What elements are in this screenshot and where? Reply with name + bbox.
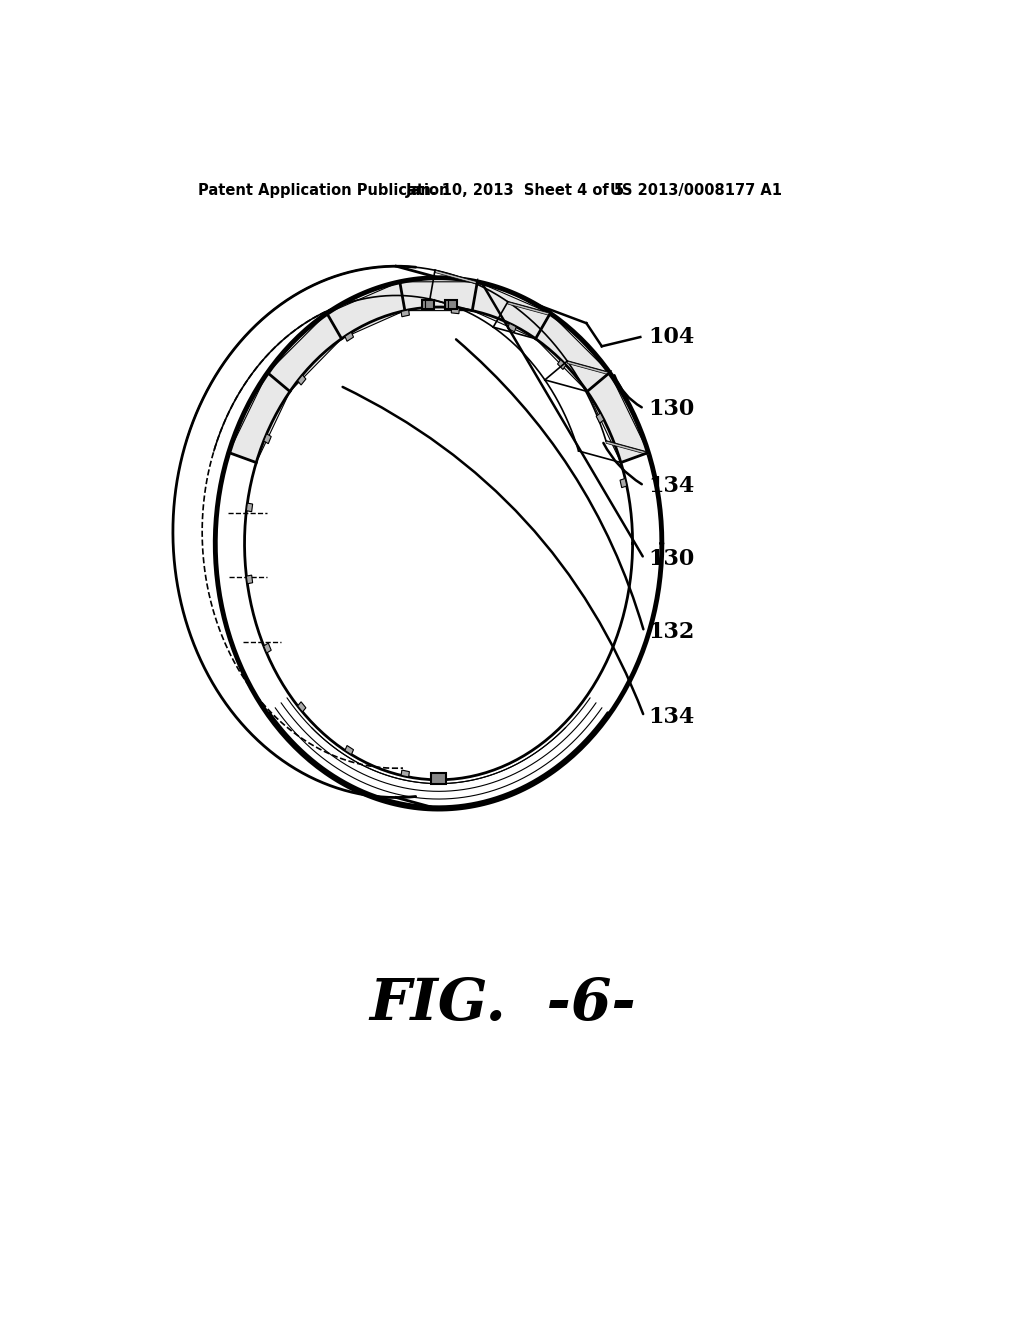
Polygon shape (267, 313, 342, 392)
Polygon shape (264, 434, 271, 444)
Bar (422, 300, 434, 309)
Text: Patent Application Publication: Patent Application Publication (199, 183, 450, 198)
Polygon shape (557, 359, 566, 370)
Polygon shape (247, 576, 253, 583)
Text: 130: 130 (648, 548, 694, 570)
Bar (444, 300, 457, 309)
Polygon shape (508, 302, 550, 315)
Polygon shape (327, 281, 404, 339)
Text: FIG.  -6-: FIG. -6- (370, 975, 636, 1032)
Polygon shape (472, 281, 550, 339)
Polygon shape (508, 323, 516, 331)
Bar (431, 774, 446, 784)
Polygon shape (536, 313, 609, 392)
Polygon shape (298, 702, 306, 711)
Polygon shape (452, 308, 460, 314)
Polygon shape (345, 746, 353, 755)
Text: US 2013/0008177 A1: US 2013/0008177 A1 (609, 183, 781, 198)
Text: 104: 104 (648, 326, 694, 348)
Polygon shape (596, 413, 604, 424)
Polygon shape (401, 310, 410, 317)
Text: 130: 130 (648, 397, 694, 420)
Polygon shape (264, 643, 271, 653)
Polygon shape (621, 478, 627, 487)
Polygon shape (399, 281, 477, 310)
Polygon shape (228, 372, 290, 462)
Polygon shape (587, 372, 648, 462)
Polygon shape (401, 770, 410, 777)
Polygon shape (298, 375, 306, 385)
Text: 134: 134 (648, 706, 694, 727)
Polygon shape (435, 271, 477, 284)
Polygon shape (247, 503, 253, 512)
Text: 134: 134 (648, 475, 694, 496)
Polygon shape (567, 362, 609, 375)
Polygon shape (345, 333, 353, 342)
Polygon shape (606, 441, 648, 455)
Text: Jan. 10, 2013  Sheet 4 of 5: Jan. 10, 2013 Sheet 4 of 5 (407, 183, 626, 198)
Text: 132: 132 (648, 620, 694, 643)
